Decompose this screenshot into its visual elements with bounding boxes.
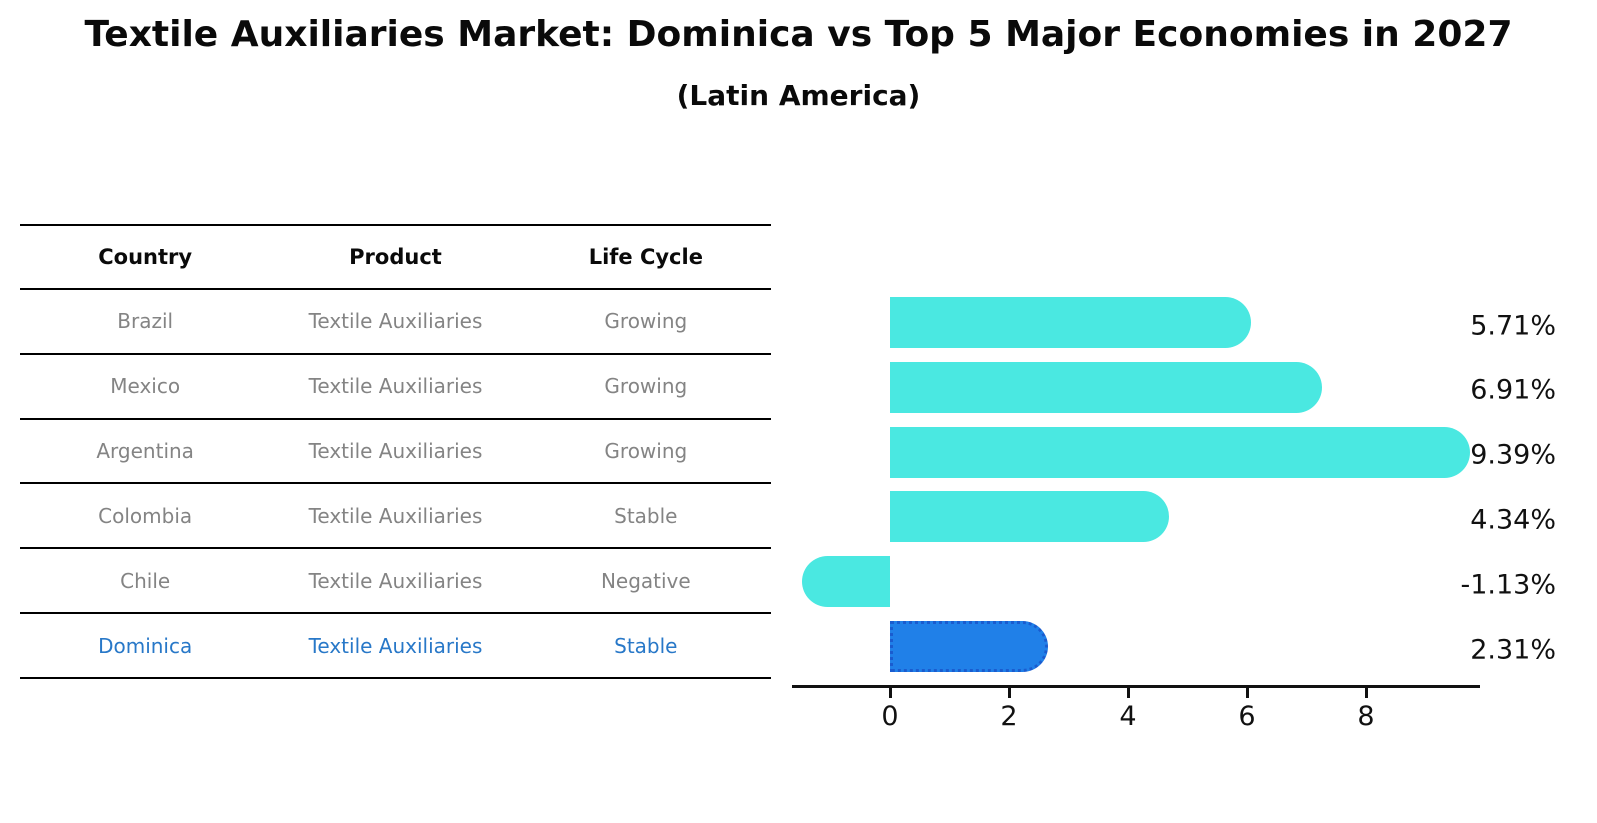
table-row: Brazil Textile Auxiliaries Growing: [20, 290, 771, 355]
value-label: -1.13%: [1460, 569, 1556, 601]
table-row: Colombia Textile Auxiliaries Stable: [20, 484, 771, 550]
country-cell: Mexico: [110, 374, 181, 399]
product-cell: Textile Auxiliaries: [308, 309, 483, 334]
tick-label: 4: [1119, 701, 1137, 732]
bar-argentina: [890, 426, 1470, 478]
bar-dominica: [890, 621, 1049, 673]
tick-label: 6: [1238, 701, 1256, 732]
product-cell: Textile Auxiliaries: [308, 633, 483, 658]
country-cell: Dominica: [98, 633, 193, 658]
tick-label: 2: [1000, 701, 1018, 732]
value-label: 6.91%: [1470, 374, 1556, 406]
table-row: Mexico Textile Auxiliaries Growing: [20, 355, 771, 420]
bar-brazil: [890, 297, 1251, 348]
table-row: Chile Textile Auxiliaries Negative: [20, 549, 771, 615]
life-cycle-cell: Stable: [614, 503, 678, 528]
product-cell: Textile Auxiliaries: [308, 568, 483, 593]
product-cell: Textile Auxiliaries: [308, 439, 483, 464]
bar-mexico: [890, 361, 1323, 413]
bar-colombia: [890, 491, 1170, 543]
tick-mark: [889, 688, 892, 698]
column-header-country: Country: [98, 245, 193, 269]
life-cycle-cell: Growing: [604, 309, 688, 334]
table-header-row: Country Product Life Cycle: [20, 224, 771, 290]
chart-title: Textile Auxiliaries Market: Dominica vs …: [84, 14, 1513, 55]
product-cell: Textile Auxiliaries: [308, 503, 483, 528]
tick-label: 0: [881, 701, 899, 732]
x-axis-line: [792, 685, 1480, 688]
tick-mark: [1127, 688, 1130, 698]
chart-subtitle: (Latin America): [676, 79, 921, 112]
life-cycle-cell: Growing: [604, 374, 688, 399]
country-table: Country Product Life Cycle Brazil Textil…: [20, 224, 771, 679]
table-row: Argentina Textile Auxiliaries Growing: [20, 420, 771, 485]
tick-mark: [1365, 688, 1368, 698]
country-cell: Colombia: [98, 503, 193, 528]
value-label: 9.39%: [1470, 439, 1556, 471]
country-cell: Brazil: [117, 309, 174, 334]
value-label: 4.34%: [1470, 504, 1556, 536]
life-cycle-cell: Growing: [604, 439, 688, 464]
bar-chile: [801, 556, 890, 608]
value-label: 5.71%: [1470, 310, 1556, 341]
tick-mark: [1246, 688, 1249, 698]
life-cycle-cell: Negative: [600, 568, 691, 593]
column-header-product: Product: [349, 245, 442, 269]
value-label: 2.31%: [1470, 634, 1556, 666]
table-row-dominica: Dominica Textile Auxiliaries Stable: [20, 614, 771, 679]
tick-mark: [1008, 688, 1011, 698]
country-cell: Argentina: [96, 439, 194, 464]
column-header-life-cycle: Life Cycle: [588, 245, 703, 269]
life-cycle-cell: Stable: [614, 633, 678, 658]
country-cell: Chile: [120, 568, 171, 593]
product-cell: Textile Auxiliaries: [308, 374, 483, 399]
tick-label: 8: [1357, 701, 1375, 732]
